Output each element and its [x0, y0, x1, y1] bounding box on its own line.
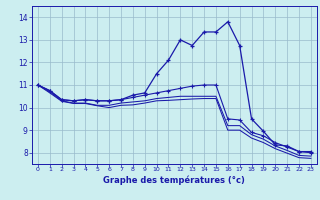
X-axis label: Graphe des températures (°c): Graphe des températures (°c): [103, 175, 245, 185]
